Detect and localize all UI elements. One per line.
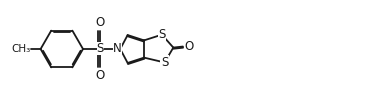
Text: O: O	[185, 40, 194, 53]
Text: O: O	[96, 16, 105, 29]
Text: S: S	[161, 56, 168, 69]
Text: N: N	[113, 43, 122, 55]
Text: S: S	[96, 43, 104, 55]
Text: CH₃: CH₃	[11, 44, 30, 54]
Text: S: S	[158, 28, 166, 41]
Text: O: O	[96, 69, 105, 82]
